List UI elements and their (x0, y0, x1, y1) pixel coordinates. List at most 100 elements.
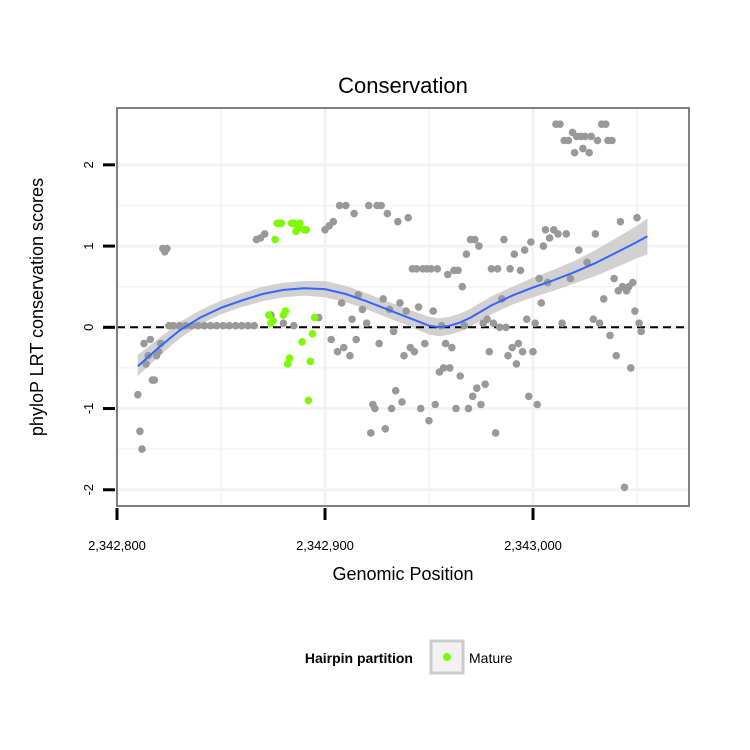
data-point (362, 319, 371, 328)
data-point (448, 343, 456, 352)
data-point (250, 321, 259, 330)
data-point (489, 319, 498, 328)
data-point (500, 235, 508, 244)
data-point (518, 347, 527, 356)
data-point (481, 380, 490, 389)
y-tick-label: 1 (81, 242, 96, 249)
data-point (327, 335, 336, 344)
data-point (475, 242, 483, 250)
data-point (410, 347, 419, 356)
data-point (425, 416, 433, 425)
mature-point (308, 330, 317, 338)
data-point (398, 398, 406, 406)
data-point (564, 136, 573, 145)
data-point (610, 274, 618, 283)
data-point (146, 335, 155, 344)
data-point (468, 392, 477, 401)
data-point (219, 321, 227, 330)
data-point (352, 335, 361, 344)
data-point (379, 295, 388, 303)
data-point (446, 364, 454, 372)
data-point (575, 246, 583, 254)
data-point (520, 246, 529, 254)
data-point (483, 315, 492, 324)
data-point (335, 201, 344, 210)
mature-point (271, 235, 279, 244)
data-point (583, 258, 591, 267)
data-point (529, 347, 537, 356)
data-point (508, 343, 516, 352)
confidence-band (137, 218, 648, 376)
data-point (456, 372, 465, 380)
data-point (391, 386, 400, 395)
data-point (485, 347, 494, 356)
data-point (541, 226, 550, 234)
data-point (348, 315, 356, 324)
data-point (562, 230, 571, 238)
data-point (591, 230, 600, 238)
data-point (394, 217, 402, 226)
data-point (477, 400, 485, 409)
mature-point (285, 354, 294, 363)
x-tick-label: 2,342,900 (296, 538, 354, 553)
data-point (473, 384, 481, 393)
data-point (620, 483, 629, 492)
data-point (371, 404, 379, 413)
data-point (464, 404, 473, 413)
data-point (238, 321, 246, 330)
data-point (231, 321, 240, 330)
data-point (558, 319, 566, 328)
data-point (402, 307, 410, 315)
x-axis: 2,342,800 2,342,900 2,343,000 (88, 508, 562, 553)
data-point (462, 250, 471, 258)
data-point (443, 270, 452, 279)
data-point (510, 250, 519, 258)
data-point (523, 315, 531, 324)
data-point (535, 274, 543, 283)
y-tick-label: -1 (81, 403, 96, 415)
y-tick-label: 0 (81, 324, 96, 331)
data-point (404, 213, 413, 222)
data-point (458, 282, 467, 291)
data-point (200, 321, 209, 330)
data-point (260, 230, 269, 238)
data-point (487, 265, 496, 273)
data-point (566, 274, 575, 283)
data-point (431, 400, 440, 409)
data-point (396, 299, 404, 307)
data-point (495, 323, 504, 332)
data-point (593, 136, 602, 145)
mature-point (296, 219, 304, 228)
data-point (414, 303, 423, 311)
data-point (142, 360, 150, 368)
data-point (279, 319, 288, 328)
data-point (595, 319, 604, 328)
data-point (134, 390, 142, 399)
data-point (150, 376, 159, 384)
x-tick-label: 2,343,000 (504, 538, 562, 553)
data-point (471, 235, 479, 244)
mature-point (269, 317, 277, 325)
chart-title: Conservation (338, 73, 468, 98)
data-point (138, 445, 146, 453)
data-point (533, 400, 541, 409)
data-point (633, 213, 641, 222)
data-point (206, 321, 215, 330)
legend-title: Hairpin partition (305, 650, 413, 666)
data-point (387, 404, 396, 413)
mature-point (302, 226, 311, 234)
data-point (342, 201, 350, 210)
data-point (439, 364, 448, 372)
data-point (433, 265, 442, 273)
mature-point (265, 311, 273, 319)
data-points (134, 120, 645, 492)
data-point (140, 339, 148, 348)
data-point (364, 201, 373, 210)
mature-point (310, 313, 319, 322)
data-point (537, 299, 546, 307)
mature-point (283, 360, 292, 368)
smooth-trend-line (137, 235, 648, 368)
loess-smooth-line (137, 235, 648, 368)
data-point (504, 351, 512, 360)
data-point (454, 266, 462, 275)
